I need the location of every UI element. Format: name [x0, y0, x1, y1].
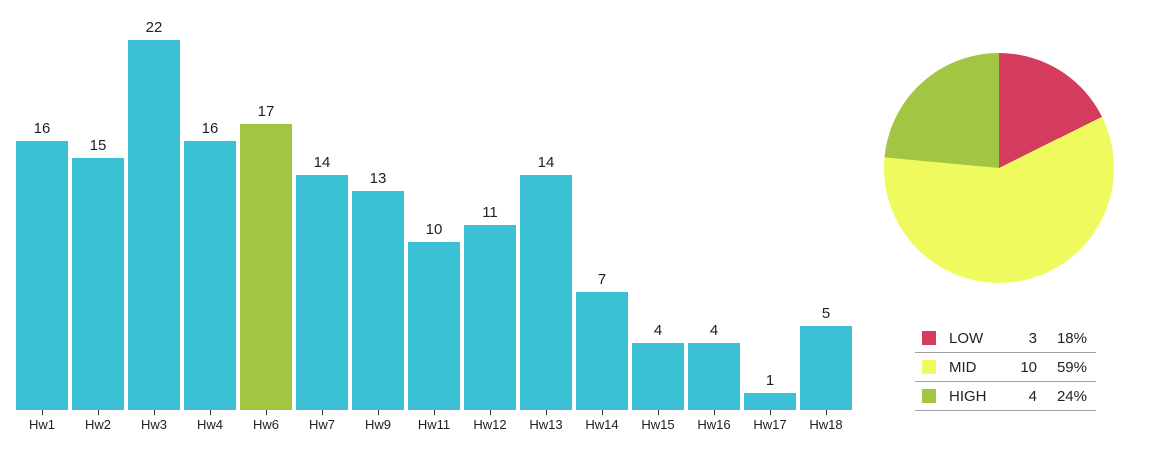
bar-hw14	[576, 292, 628, 410]
axis-category-label: Hw14	[585, 417, 619, 432]
bar-value-label: 16	[201, 120, 219, 137]
legend-label: LOW	[949, 329, 984, 347]
axis-tick	[826, 410, 827, 415]
axis-tick	[602, 410, 603, 415]
axis-category-label: Hw16	[697, 417, 731, 432]
legend-percent: 24%	[1056, 387, 1087, 405]
axis-category-label: Hw11	[417, 417, 451, 432]
legend-label: HIGH	[949, 387, 987, 405]
axis-category-label: Hw18	[809, 417, 843, 432]
bar-value-label: 14	[313, 154, 331, 171]
axis-category-label: Hw2	[84, 417, 111, 432]
legend-percent: 18%	[1056, 329, 1087, 347]
legend-count: 10	[1020, 358, 1037, 376]
bar-hw11	[408, 242, 460, 410]
bar-hw16	[688, 343, 740, 410]
bar-value-label: 11	[482, 204, 498, 221]
bar-value-label: 10	[425, 221, 443, 238]
bar-hw18	[800, 326, 852, 410]
legend-row-mid: MID 10 59%	[915, 353, 1096, 382]
legend-swatch-high	[922, 389, 936, 403]
bar-hw4	[184, 141, 236, 410]
axis-tick	[490, 410, 491, 415]
bar-hw1	[16, 141, 68, 410]
bar-hw3	[128, 40, 180, 410]
legend-row-low: LOW 3 18%	[915, 324, 1096, 353]
legend-count: 4	[1028, 387, 1037, 405]
legend-swatch-low	[922, 331, 936, 345]
bar-hw13	[520, 175, 572, 410]
bar-value-label: 1	[765, 372, 775, 389]
bar-chart: 16 Hw1 15 Hw2 22 Hw3 16 Hw4 17 Hw6 14 Hw7 13 Hw9 10 Hw1…	[16, 19, 852, 432]
axis-category-label: Hw6	[252, 417, 279, 432]
axis-category-label: Hw7	[308, 417, 335, 432]
bar-value-label: 16	[33, 120, 51, 137]
bar-hw7	[296, 175, 348, 410]
pie-chart	[884, 53, 1114, 283]
axis-category-label: Hw17	[753, 417, 787, 432]
legend-count: 3	[1028, 329, 1037, 347]
axis-tick	[714, 410, 715, 415]
axis-tick	[154, 410, 155, 415]
legend-swatch-mid	[922, 360, 936, 374]
axis-tick	[434, 410, 435, 415]
bar-value-label: 13	[369, 170, 387, 187]
legend-percent: 59%	[1056, 358, 1087, 376]
bar-hw2	[72, 158, 124, 410]
axis-category-label: Hw3	[140, 417, 167, 432]
bar-hw15	[632, 343, 684, 410]
bar-value-label: 4	[709, 322, 719, 339]
axis-tick	[98, 410, 99, 415]
bar-value-label: 17	[257, 103, 275, 120]
bar-value-label: 7	[597, 271, 607, 288]
bar-value-label: 14	[537, 154, 555, 171]
bar-hw6	[240, 124, 292, 410]
axis-tick	[546, 410, 547, 415]
legend-label: MID	[949, 358, 977, 376]
pie-legend: LOW 3 18% MID 10 59% HIGH 4 24%	[915, 324, 1096, 411]
axis-tick	[658, 410, 659, 415]
bar-hw9	[352, 191, 404, 410]
axis-category-label: Hw9	[364, 417, 391, 432]
axis-category-label: Hw1	[28, 417, 55, 432]
bar-hw17	[744, 393, 796, 410]
axis-category-label: Hw12	[473, 417, 507, 432]
bar-hw12	[464, 225, 516, 410]
bar-value-label: 22	[145, 19, 163, 36]
axis-category-label: Hw13	[529, 417, 563, 432]
axis-tick	[322, 410, 323, 415]
axis-category-label: Hw4	[196, 417, 223, 432]
axis-tick	[378, 410, 379, 415]
axis-tick	[770, 410, 771, 415]
axis-tick	[266, 410, 267, 415]
bar-value-label: 15	[89, 137, 107, 154]
legend-row-high: HIGH 4 24%	[915, 382, 1096, 411]
bar-value-label: 5	[821, 305, 831, 322]
axis-tick	[42, 410, 43, 415]
axis-category-label: Hw15	[641, 417, 675, 432]
axis-tick	[210, 410, 211, 415]
bar-value-label: 4	[653, 322, 663, 339]
